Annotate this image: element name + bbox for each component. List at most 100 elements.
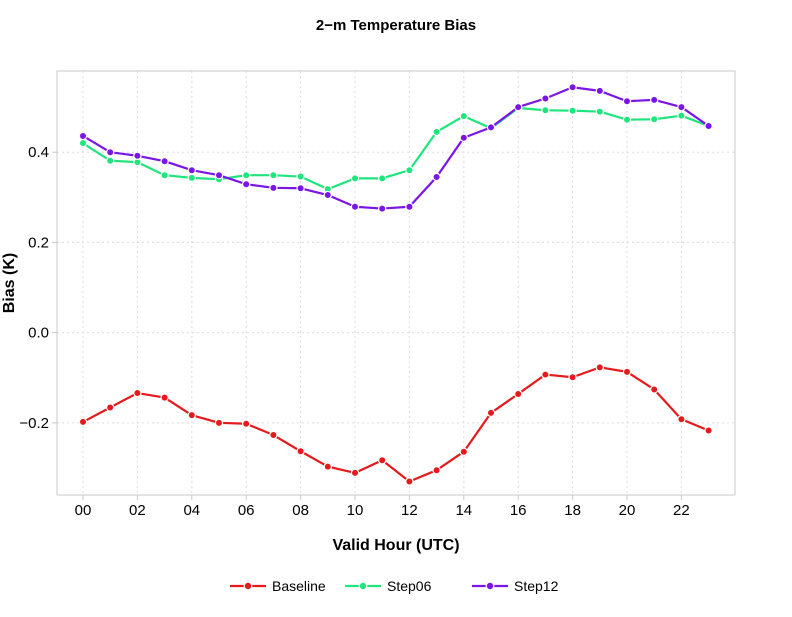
data-point xyxy=(187,166,196,175)
data-point xyxy=(622,367,632,377)
data-point xyxy=(405,166,414,175)
data-point xyxy=(296,447,305,456)
data-point xyxy=(160,170,169,180)
data-point xyxy=(350,468,360,478)
data-point xyxy=(269,183,278,193)
data-point xyxy=(677,415,686,424)
x-tick-label: 04 xyxy=(183,502,200,519)
data-point xyxy=(622,97,632,106)
data-point xyxy=(78,131,88,141)
data-point xyxy=(105,403,115,412)
series-line xyxy=(82,106,709,191)
data-point xyxy=(541,94,550,103)
data-point xyxy=(595,86,605,96)
data-point xyxy=(378,204,387,213)
x-tick-label: 22 xyxy=(673,502,690,519)
legend-item-baseline: Baseline xyxy=(230,578,326,594)
data-point xyxy=(78,417,88,427)
y-tick-label: −0.2 xyxy=(19,415,49,432)
data-point xyxy=(241,170,251,180)
data-point xyxy=(514,102,523,112)
data-point xyxy=(269,430,278,440)
data-point xyxy=(486,123,496,132)
y-axis-title: Bias (K) xyxy=(1,253,18,313)
legend-label: Step12 xyxy=(514,578,559,594)
legend: Baseline Step06 Step12 xyxy=(230,578,559,594)
data-point xyxy=(105,156,115,165)
legend-label: Step06 xyxy=(387,578,432,594)
series-line xyxy=(82,86,710,210)
x-tick-label: 10 xyxy=(347,502,364,519)
data-point xyxy=(160,393,169,402)
data-point xyxy=(677,111,686,120)
data-point xyxy=(568,83,577,92)
series-baseline xyxy=(78,363,713,486)
legend-swatch-point xyxy=(243,581,253,591)
data-point xyxy=(432,465,441,475)
legend-swatch-point xyxy=(358,581,368,591)
data-point xyxy=(187,173,196,183)
data-point xyxy=(350,202,360,211)
x-tick-label: 14 xyxy=(455,502,472,519)
x-tick-label: 20 xyxy=(619,502,636,519)
x-tick-label: 18 xyxy=(564,502,581,519)
legend-swatch-point xyxy=(485,581,495,591)
x-axis-ticks: 00 02 04 06 08 10 12 14 16 18 20 22 xyxy=(75,495,690,519)
x-tick-label: 12 xyxy=(401,502,418,519)
data-point xyxy=(459,447,468,456)
legend-label: Baseline xyxy=(272,578,326,594)
data-point xyxy=(704,121,713,131)
data-point xyxy=(160,157,169,166)
data-point xyxy=(432,172,441,182)
data-point xyxy=(650,95,659,105)
data-point xyxy=(187,410,196,420)
plot-frame xyxy=(56,70,736,496)
y-tick-label: 0.2 xyxy=(28,234,49,251)
legend-item-step12: Step12 xyxy=(472,578,559,594)
data-point xyxy=(650,115,659,124)
data-point xyxy=(133,388,142,398)
x-tick-label: 16 xyxy=(510,502,527,519)
data-point xyxy=(595,107,605,116)
series-layer xyxy=(78,83,713,486)
data-point xyxy=(459,133,468,142)
y-tick-label: 0.0 xyxy=(28,325,49,342)
data-point xyxy=(595,363,605,372)
data-point xyxy=(541,106,550,115)
data-point xyxy=(622,115,632,124)
data-point xyxy=(677,102,686,112)
data-point xyxy=(405,202,414,211)
chart-title: 2−m Temperature Bias xyxy=(316,17,476,34)
data-point xyxy=(568,373,577,382)
grid xyxy=(57,71,735,495)
y-tick-label: 0.4 xyxy=(28,144,49,161)
data-point xyxy=(241,180,251,189)
y-axis-ticks: −0.2 0.0 0.2 0.4 xyxy=(19,144,57,432)
data-point xyxy=(378,174,387,183)
data-point xyxy=(214,170,224,180)
data-point xyxy=(541,370,550,379)
data-point xyxy=(296,172,305,181)
data-point xyxy=(241,419,251,428)
data-point xyxy=(214,418,224,428)
data-point xyxy=(459,111,468,121)
x-axis-title: Valid Hour (UTC) xyxy=(332,537,459,554)
data-point xyxy=(650,385,659,394)
data-point xyxy=(486,408,496,418)
data-point xyxy=(133,151,142,160)
x-tick-label: 00 xyxy=(75,502,92,519)
series-step06 xyxy=(78,103,713,194)
data-point xyxy=(405,477,414,486)
series-line xyxy=(82,366,710,483)
data-point xyxy=(350,174,360,183)
data-point xyxy=(704,426,713,435)
data-point xyxy=(105,147,115,157)
data-point xyxy=(432,127,441,137)
series-step12 xyxy=(78,83,713,213)
data-point xyxy=(269,170,278,180)
data-point xyxy=(323,190,332,200)
data-point xyxy=(296,184,305,193)
data-point xyxy=(378,456,387,465)
x-tick-label: 06 xyxy=(238,502,255,519)
